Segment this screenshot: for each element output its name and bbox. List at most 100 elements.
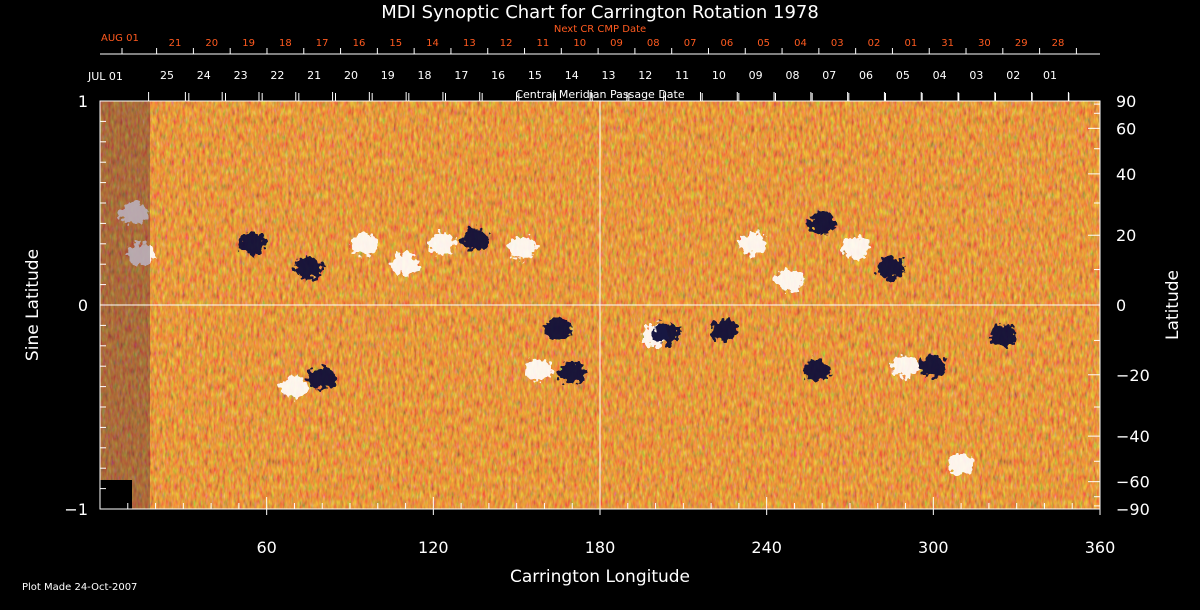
y-axis-label-right: Latitude	[1163, 270, 1183, 340]
next-cmp-date-label: 04	[794, 38, 807, 49]
next-cmp-date-label: 14	[426, 38, 439, 49]
positive-polarity-patch	[891, 355, 920, 378]
cmp-date-label: 07	[822, 69, 836, 82]
plot-footnote: Plot Made 24-Oct-2007	[22, 582, 137, 593]
next-cmp-date-label: 31	[941, 38, 954, 49]
next-cmp-date-label: 10	[573, 38, 586, 49]
negative-polarity-patch	[808, 212, 837, 235]
cmp-date-label: 20	[344, 69, 358, 82]
y-right-tick-label: 40	[1116, 165, 1136, 184]
next-cmp-date-label: 09	[610, 38, 623, 49]
negative-polarity-patch	[802, 359, 831, 382]
positive-polarity-patch	[127, 243, 156, 265]
y-left-tick-label: −1	[64, 500, 88, 519]
y-right-tick-label: −60	[1116, 473, 1150, 492]
next-cmp-date-label: 08	[647, 38, 660, 49]
next-cmp-date-label: 19	[242, 38, 255, 49]
axes: 60 120 180 240 300 36010−1906040200−20−40−60−…	[64, 38, 1149, 557]
next-cmp-date-label: 28	[1052, 38, 1065, 49]
negative-polarity-patch	[238, 232, 267, 255]
y-axis-label-left: Sine Latitude	[23, 249, 43, 361]
x-tick-label: 120	[418, 538, 449, 557]
positive-polarity-patch	[738, 232, 767, 255]
positive-polarity-patch	[774, 269, 803, 292]
x-tick-label: 240	[751, 538, 782, 557]
negative-polarity-patch	[877, 257, 906, 280]
cmp-date-label: 18	[418, 69, 432, 82]
negative-polarity-patch	[919, 355, 948, 378]
next-cmp-date-label: 30	[978, 38, 991, 49]
y-right-tick-label: 0	[1116, 296, 1126, 315]
next-cmp-date-label: 01	[904, 38, 917, 49]
next-cmp-date-label: 06	[721, 38, 734, 49]
cmp-date-label: 04	[933, 69, 947, 82]
cmp-date-label: 14	[565, 69, 579, 82]
x-tick-label: 180	[585, 538, 616, 557]
next-cmp-date-label: 11	[537, 38, 550, 49]
next-cmp-date-label: 15	[389, 38, 402, 49]
x-tick-label: 60	[256, 538, 276, 557]
cmp-date-label: 17	[454, 69, 468, 82]
positive-polarity-patch	[349, 232, 378, 255]
cmp-date-label: 05	[896, 69, 910, 82]
next-cmp-date-label: 03	[831, 38, 844, 49]
y-right-tick-label: −20	[1116, 366, 1150, 385]
cmp-date-label: 02	[1006, 69, 1020, 82]
x-axis-label: Carrington Longitude	[510, 567, 690, 587]
next-cmp-date-label: 21	[169, 38, 182, 49]
negative-polarity-patch	[308, 367, 337, 390]
y-right-tick-label: 60	[1116, 119, 1136, 138]
y-left-tick-label: 1	[78, 92, 88, 111]
missing-data-corner	[100, 480, 132, 509]
next-cmp-axis-title: Next CR CMP Date	[554, 24, 646, 35]
chart-title: MDI Synoptic Chart for Carrington Rotati…	[381, 2, 819, 23]
cmp-date-label: 16	[491, 69, 505, 82]
cmp-axis-title: Central Meridian Passage Date	[515, 88, 684, 101]
negative-polarity-patch	[988, 324, 1017, 347]
cmp-date-label: 01	[1043, 69, 1057, 82]
negative-polarity-patch	[558, 361, 587, 384]
negative-polarity-patch	[711, 318, 739, 341]
cmp-date-label: 21	[307, 69, 321, 82]
x-tick-label: 300	[918, 538, 949, 557]
positive-polarity-patch	[391, 253, 420, 276]
cmp-date-label: 06	[859, 69, 873, 82]
cmp-date-label: 11	[675, 69, 689, 82]
cmp-date-label: 03	[969, 69, 983, 82]
active-regions	[119, 202, 1017, 476]
y-right-tick-label: −40	[1116, 427, 1150, 446]
positive-polarity-patch	[841, 236, 870, 259]
negative-polarity-patch	[294, 257, 323, 280]
cmp-date-label: 13	[602, 69, 616, 82]
next-cmp-date-label: 07	[684, 38, 697, 49]
cmp-date-label: 24	[197, 69, 211, 82]
next-cmp-date-label: 05	[757, 38, 770, 49]
positive-polarity-patch	[119, 202, 148, 225]
next-cmp-date-label: 13	[463, 38, 476, 49]
next-cmp-date-label: 20	[205, 38, 218, 49]
cmp-date-label: 08	[785, 69, 799, 82]
y-right-tick-label: 20	[1116, 226, 1136, 245]
cmp-date-label: 22	[270, 69, 284, 82]
positive-polarity-patch	[508, 236, 537, 259]
y-right-tick-label: 90	[1116, 92, 1136, 111]
y-right-tick-label: −90	[1116, 500, 1150, 519]
next-cmp-date-label: 18	[279, 38, 292, 49]
cmp-date-label: 12	[638, 69, 652, 82]
cmp-date-label: 23	[234, 69, 248, 82]
next-cmp-date-label: 16	[353, 38, 366, 49]
positive-polarity-patch	[947, 453, 976, 476]
positive-polarity-patch	[524, 359, 553, 382]
cmp-month-label: JUL 01	[87, 70, 123, 83]
next-cmp-date-label: 12	[500, 38, 513, 49]
cmp-date-label: 15	[528, 69, 542, 82]
cmp-date-label: 09	[749, 69, 763, 82]
positive-polarity-patch	[280, 375, 309, 398]
positive-polarity-patch	[427, 232, 456, 255]
cmp-date-label: 10	[712, 69, 726, 82]
negative-polarity-patch	[461, 228, 489, 251]
cmp-date-label: 19	[381, 69, 395, 82]
next-cmp-month-label: AUG 01	[101, 33, 139, 44]
next-cmp-date-label: 02	[868, 38, 881, 49]
